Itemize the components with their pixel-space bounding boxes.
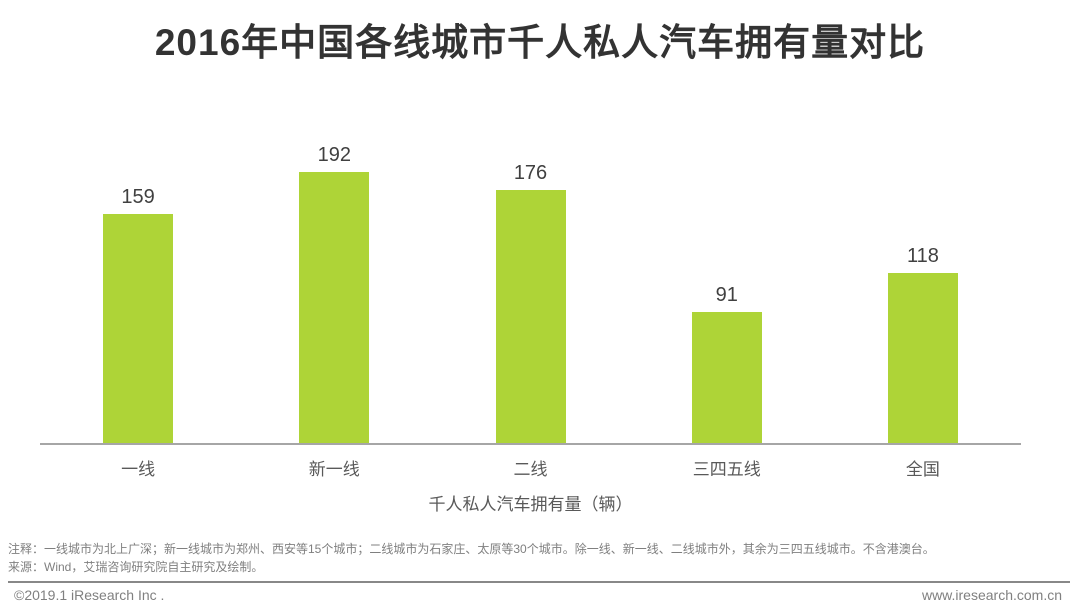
value-label: 159 — [121, 186, 155, 208]
bar — [103, 214, 174, 443]
category-label: 二线 — [513, 460, 548, 479]
value-label: 91 — [715, 284, 738, 306]
footer-website: www.iresearch.com.cn — [921, 587, 1062, 603]
footer: ©2019.1 iResearch Inc . www.iresearch.co… — [14, 587, 1062, 603]
note-annotation: 注释：一线城市为北上广深；新一线城市为郑州、西安等15个城市；二线城市为石家庄、… — [8, 542, 935, 556]
chart-title: 2016年中国各线城市千人私人汽车拥有量对比 — [154, 22, 926, 63]
x-axis-line — [40, 443, 1021, 445]
bar-column: 118 — [825, 144, 1021, 443]
bar-column: 176 — [432, 144, 628, 443]
footer-copyright: ©2019.1 iResearch Inc . — [14, 587, 165, 603]
value-label: 192 — [317, 144, 351, 166]
x-axis-category-row: 一线 新一线 二线 三四五线 全国 — [40, 459, 1021, 481]
bar-chart-plot-area: 159 192 176 91 118 — [40, 144, 1021, 443]
note-source: 来源：Wind，艾瑞咨询研究院自主研究及绘制。 — [8, 559, 264, 574]
category-label: 三四五线 — [692, 460, 761, 479]
x-axis-title: 千人私人汽车拥有量（辆） — [428, 495, 633, 514]
bar-column: 91 — [629, 144, 825, 443]
value-label: 176 — [513, 162, 548, 184]
bar — [299, 172, 370, 443]
bar-column: 192 — [236, 144, 432, 443]
value-label: 118 — [906, 245, 939, 267]
bar — [887, 273, 958, 443]
category-label: 一线 — [121, 460, 156, 479]
notes-block: 注释：一线城市为北上广深；新一线城市为郑州、西安等15个城市；二线城市为石家庄、… — [8, 541, 1072, 576]
bar — [495, 190, 566, 443]
bar — [691, 312, 762, 443]
category-label: 全国 — [905, 460, 940, 479]
bar-column: 159 — [40, 144, 236, 443]
footer-divider — [8, 581, 1070, 583]
category-label: 新一线 — [308, 460, 360, 479]
